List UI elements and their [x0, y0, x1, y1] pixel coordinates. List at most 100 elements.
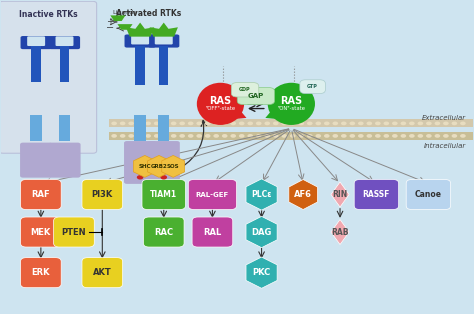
- Text: RAS: RAS: [280, 96, 302, 106]
- Circle shape: [120, 122, 126, 125]
- Circle shape: [307, 134, 313, 138]
- FancyBboxPatch shape: [136, 46, 145, 85]
- Circle shape: [256, 134, 262, 138]
- Circle shape: [401, 122, 406, 125]
- FancyBboxPatch shape: [406, 180, 451, 209]
- Circle shape: [196, 122, 202, 125]
- FancyBboxPatch shape: [148, 141, 180, 184]
- Text: RAB: RAB: [331, 228, 349, 236]
- Circle shape: [426, 134, 432, 138]
- Circle shape: [273, 122, 279, 125]
- FancyBboxPatch shape: [20, 180, 61, 209]
- Polygon shape: [246, 257, 277, 288]
- Circle shape: [162, 122, 168, 125]
- Circle shape: [239, 134, 245, 138]
- Circle shape: [409, 122, 415, 125]
- Circle shape: [460, 122, 466, 125]
- Circle shape: [443, 122, 449, 125]
- Circle shape: [426, 122, 432, 125]
- Circle shape: [188, 122, 193, 125]
- Circle shape: [247, 134, 253, 138]
- Text: Inactive RTKs: Inactive RTKs: [18, 10, 77, 19]
- Circle shape: [111, 134, 117, 138]
- Circle shape: [205, 122, 210, 125]
- Text: GAP: GAP: [248, 93, 264, 99]
- Circle shape: [162, 134, 168, 138]
- Text: RAF: RAF: [32, 190, 50, 199]
- Text: TIAM1: TIAM1: [150, 190, 177, 199]
- Circle shape: [205, 134, 210, 138]
- Circle shape: [324, 122, 329, 125]
- Text: PI3K: PI3K: [91, 190, 113, 199]
- Circle shape: [282, 134, 287, 138]
- Circle shape: [409, 134, 415, 138]
- FancyBboxPatch shape: [155, 35, 173, 45]
- FancyBboxPatch shape: [109, 120, 474, 127]
- Circle shape: [332, 134, 338, 138]
- Text: RAS: RAS: [210, 96, 231, 106]
- Text: RAL-GEF: RAL-GEF: [196, 192, 229, 198]
- Text: MEK: MEK: [31, 228, 51, 236]
- FancyBboxPatch shape: [125, 35, 156, 48]
- Circle shape: [264, 122, 270, 125]
- FancyBboxPatch shape: [148, 35, 179, 48]
- Circle shape: [146, 122, 151, 125]
- Circle shape: [375, 122, 381, 125]
- Circle shape: [256, 122, 262, 125]
- FancyBboxPatch shape: [20, 217, 61, 247]
- Circle shape: [160, 175, 167, 180]
- Circle shape: [188, 134, 193, 138]
- FancyBboxPatch shape: [124, 141, 156, 184]
- Circle shape: [341, 122, 346, 125]
- Text: GDP: GDP: [239, 87, 251, 92]
- FancyBboxPatch shape: [131, 35, 149, 45]
- Circle shape: [273, 134, 279, 138]
- Circle shape: [435, 122, 440, 125]
- Circle shape: [137, 169, 144, 173]
- Ellipse shape: [268, 83, 315, 125]
- Text: PKC: PKC: [253, 268, 271, 277]
- Text: ERK: ERK: [32, 268, 50, 277]
- Polygon shape: [110, 15, 126, 21]
- Circle shape: [299, 134, 304, 138]
- Circle shape: [196, 134, 202, 138]
- FancyBboxPatch shape: [48, 143, 81, 178]
- Polygon shape: [230, 104, 246, 120]
- Circle shape: [401, 134, 406, 138]
- FancyBboxPatch shape: [142, 180, 185, 209]
- Circle shape: [160, 163, 167, 167]
- Text: RASSF: RASSF: [363, 190, 390, 199]
- FancyBboxPatch shape: [159, 46, 168, 85]
- Circle shape: [247, 122, 253, 125]
- FancyBboxPatch shape: [354, 180, 399, 209]
- Circle shape: [171, 134, 176, 138]
- Text: Canoe: Canoe: [415, 190, 442, 199]
- Text: SOS: SOS: [167, 164, 180, 169]
- Polygon shape: [331, 219, 349, 245]
- Text: Extracellular: Extracellular: [422, 115, 466, 121]
- Circle shape: [128, 134, 134, 138]
- Text: RAC: RAC: [154, 228, 173, 236]
- Circle shape: [349, 134, 355, 138]
- Circle shape: [230, 134, 236, 138]
- FancyBboxPatch shape: [30, 115, 42, 141]
- Text: +: +: [106, 17, 114, 27]
- Circle shape: [230, 122, 236, 125]
- Circle shape: [160, 169, 167, 173]
- Text: GTP: GTP: [307, 84, 318, 89]
- Circle shape: [452, 134, 457, 138]
- Circle shape: [137, 175, 144, 180]
- FancyBboxPatch shape: [144, 217, 184, 247]
- FancyBboxPatch shape: [49, 36, 80, 49]
- Polygon shape: [118, 24, 133, 30]
- Circle shape: [358, 134, 364, 138]
- Circle shape: [222, 122, 228, 125]
- Circle shape: [307, 122, 313, 125]
- FancyBboxPatch shape: [54, 217, 94, 247]
- Polygon shape: [133, 155, 156, 177]
- Circle shape: [179, 122, 185, 125]
- Circle shape: [146, 134, 151, 138]
- Text: "OFF"-state: "OFF"-state: [205, 106, 236, 111]
- FancyBboxPatch shape: [0, 1, 97, 153]
- Circle shape: [171, 122, 176, 125]
